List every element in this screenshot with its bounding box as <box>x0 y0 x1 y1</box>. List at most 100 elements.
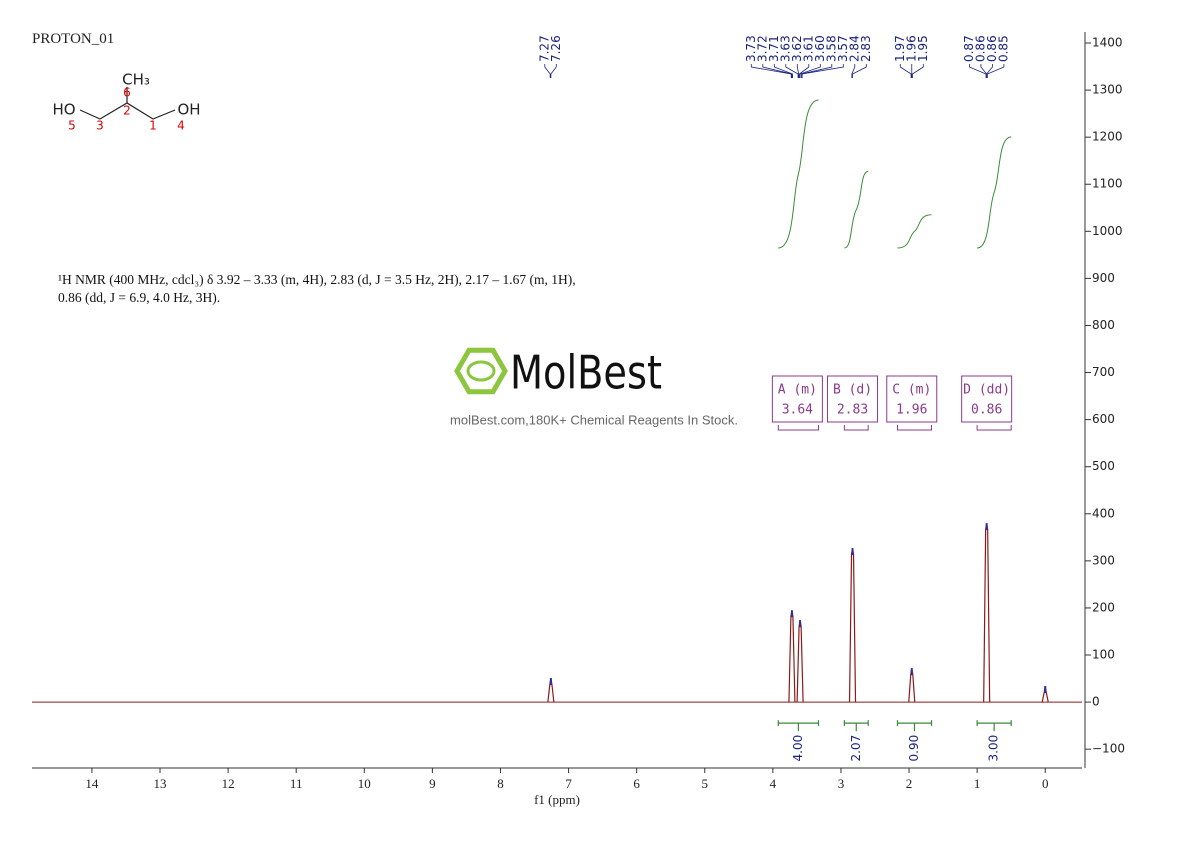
x-tick-label: 8 <box>497 776 504 791</box>
y-tick-label: 200 <box>1092 600 1115 614</box>
peak-pick-leader <box>986 64 1005 78</box>
peak-pick-label: 7.26 <box>549 35 563 62</box>
peak-pick-leader <box>986 64 993 78</box>
integral-label: 0.90 <box>907 735 921 762</box>
atom-number: 2 <box>123 104 131 118</box>
peak-pick-label: 3.63 <box>778 35 792 62</box>
peak-pick-label: 0.87 <box>962 35 976 62</box>
x-tick-label: 13 <box>154 776 167 791</box>
peak-pick-label: 3.71 <box>767 35 781 62</box>
peak-pick-leader <box>762 64 793 78</box>
peak-pick-label: 3.72 <box>755 35 769 62</box>
y-tick-label: 500 <box>1092 459 1115 473</box>
peak-pick-label: 2.84 <box>847 35 861 62</box>
peak-pick-label: 3.61 <box>801 35 815 62</box>
integral-label: 4.00 <box>791 735 805 762</box>
peak-pick-leader <box>550 64 557 78</box>
integral-bar <box>777 720 820 732</box>
y-tick-label: 1300 <box>1092 83 1123 97</box>
x-tick-label: 2 <box>906 776 913 791</box>
logo-tagline: molBest.com,180K+ Chemical Reagents In S… <box>450 412 738 427</box>
peak-pick-label: 2.83 <box>859 35 873 62</box>
peak-pick-leader <box>852 64 867 78</box>
y-tick-label: 900 <box>1092 271 1115 285</box>
peak-pick-leader <box>899 64 912 78</box>
x-tick-label: 7 <box>565 776 572 791</box>
peak-pick-label: 3.73 <box>744 35 758 62</box>
peak-pick-leader <box>799 64 821 78</box>
x-tick-label: 14 <box>85 776 99 791</box>
atom-number: 1 <box>149 119 157 133</box>
y-tick-label: 1000 <box>1092 224 1123 238</box>
multiplet-box <box>886 375 938 423</box>
y-tick-label: 1100 <box>1092 177 1123 191</box>
logo-text: MolBest <box>510 346 662 400</box>
x-tick-label: 1 <box>974 776 981 791</box>
x-tick-label: 3 <box>838 776 845 791</box>
multiplet-range <box>843 425 869 431</box>
nmr-description: ¹H NMR (400 MHz, cdcl₃) δ 3.92 – 3.33 (m… <box>58 272 576 305</box>
peak-pick-label: 1.97 <box>893 35 907 62</box>
atom-number: 3 <box>96 119 104 133</box>
y-tick-label: 1400 <box>1092 36 1123 50</box>
y-tick-label: 100 <box>1092 648 1115 662</box>
atom-label: HO <box>52 101 75 119</box>
peak-pick-label: 0.86 <box>973 35 987 62</box>
logo-hexagon <box>454 347 508 395</box>
peak-pick-label: 3.62 <box>790 35 804 62</box>
multiplet-shift: 1.96 <box>896 403 927 418</box>
multiplet-shift: 2.83 <box>837 403 868 418</box>
y-tick-label: 0 <box>1092 695 1100 709</box>
integral-curve <box>844 170 869 249</box>
y-tick-label: −100 <box>1092 742 1125 756</box>
peak-pick-leader <box>773 64 794 78</box>
peak-pick-leader <box>799 64 810 78</box>
x-tick-label: 4 <box>770 776 777 791</box>
x-tick-label: 6 <box>633 776 640 791</box>
multiplet-shift: 0.86 <box>971 403 1002 418</box>
peak-pick-leader <box>750 64 792 78</box>
multiplet-range <box>896 425 933 431</box>
peak-pick-leader <box>969 64 987 78</box>
peak-pick-label: 3.58 <box>824 35 838 62</box>
logo-ring <box>466 360 496 382</box>
peak-pick-label: 3.57 <box>836 35 850 62</box>
peak <box>983 523 991 703</box>
y-tick-label: 700 <box>1092 365 1115 379</box>
multiplet-name: B (d) <box>833 383 872 398</box>
peak-pick-label: 1.95 <box>916 35 930 62</box>
y-tick-label: 400 <box>1092 506 1115 520</box>
y-tick-label: 1200 <box>1092 130 1123 144</box>
peak-pick-leader <box>912 64 924 78</box>
molecule <box>79 87 176 120</box>
peak <box>796 620 804 703</box>
peak-pick-leader <box>801 64 844 78</box>
integral-label: 2.07 <box>849 735 863 762</box>
peak-pick-label: 7.27 <box>537 35 551 62</box>
integral-curve <box>977 136 1012 249</box>
peak-pick-label: 0.85 <box>996 35 1010 62</box>
multiplet-name: A (m) <box>778 383 817 398</box>
x-tick-label: 0 <box>1042 776 1049 791</box>
peak-pick-leader <box>544 64 551 78</box>
peak-pick-label: 0.86 <box>985 35 999 62</box>
integral-curve <box>897 214 932 249</box>
integral-bar <box>896 720 933 732</box>
atom-label: OH <box>177 101 200 119</box>
peak-pick-leader <box>801 64 833 78</box>
multiplet-box <box>827 375 879 423</box>
multiplet-range <box>976 425 1012 431</box>
y-tick-label: 800 <box>1092 318 1115 332</box>
y-tick-label: 300 <box>1092 553 1115 567</box>
integral-bar <box>976 720 1012 732</box>
peak-pick-label: 1.96 <box>904 35 918 62</box>
x-axis-label: f1 (ppm) <box>534 792 580 807</box>
integral-label: 3.00 <box>987 735 1001 762</box>
atom-number: 5 <box>68 119 76 133</box>
x-tick-label: 9 <box>429 776 436 791</box>
peak-pick-label: 3.60 <box>813 35 827 62</box>
multiplet-box <box>771 375 823 423</box>
atom-number: 6 <box>123 86 131 100</box>
x-tick-label: 10 <box>358 776 371 791</box>
